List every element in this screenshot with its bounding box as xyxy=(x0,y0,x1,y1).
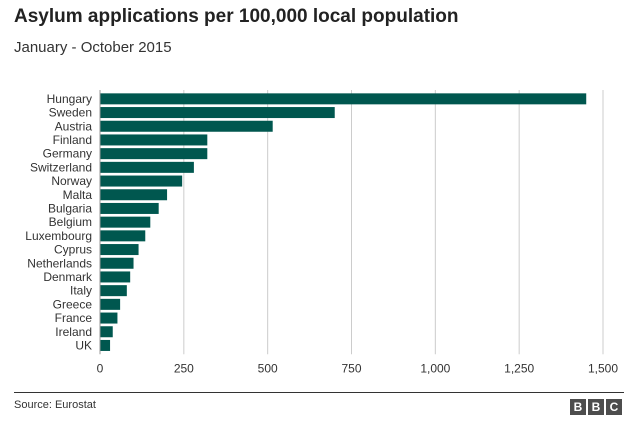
bar xyxy=(100,134,208,146)
bar xyxy=(100,285,127,297)
x-tick-label: 750 xyxy=(341,361,361,375)
bbc-logo-letter: B xyxy=(570,399,586,415)
x-tick-label: 1,000 xyxy=(420,361,450,375)
category-label: Bulgaria xyxy=(48,201,92,215)
chart-subtitle: January - October 2015 xyxy=(14,39,172,56)
bar xyxy=(100,298,121,310)
category-label: Netherlands xyxy=(27,256,92,270)
bbc-logo: B B C xyxy=(570,399,622,415)
category-label: Malta xyxy=(63,188,93,202)
category-label: UK xyxy=(75,338,92,352)
category-label: Belgium xyxy=(49,215,92,229)
category-label: Norway xyxy=(51,174,92,188)
bar xyxy=(100,271,131,283)
bar xyxy=(100,189,168,201)
category-label: Switzerland xyxy=(30,160,92,174)
category-label: Luxembourg xyxy=(25,229,92,243)
category-label: Greece xyxy=(53,297,93,311)
bar xyxy=(100,161,194,173)
bar xyxy=(100,107,335,119)
category-label: Italy xyxy=(70,284,92,298)
category-label: Germany xyxy=(43,147,92,161)
bar xyxy=(100,120,273,132)
category-label: Sweden xyxy=(49,106,92,120)
bar xyxy=(100,148,208,160)
x-tick-label: 250 xyxy=(174,361,194,375)
bar xyxy=(100,244,139,256)
x-tick-label: 1,250 xyxy=(504,361,534,375)
x-tick-label: 500 xyxy=(258,361,278,375)
bar xyxy=(100,175,183,187)
bar xyxy=(100,216,151,228)
source-note: Source: Eurostat xyxy=(14,399,96,411)
category-label: France xyxy=(55,311,93,325)
category-label: Cyprus xyxy=(54,243,92,257)
bbc-logo-letter: B xyxy=(588,399,604,415)
x-tick-label: 0 xyxy=(97,361,104,375)
chart-title: Asylum applications per 100,000 local po… xyxy=(14,6,459,27)
bar xyxy=(100,230,146,242)
bar xyxy=(100,339,111,351)
bbc-logo-letter: C xyxy=(606,399,622,415)
category-label: Austria xyxy=(55,119,93,133)
bar xyxy=(100,93,587,105)
bar xyxy=(100,312,118,324)
bar xyxy=(100,326,113,338)
bar xyxy=(100,202,159,214)
category-label: Finland xyxy=(53,133,92,147)
bar xyxy=(100,257,134,269)
category-label: Ireland xyxy=(55,325,92,339)
x-tick-label: 1,500 xyxy=(588,361,618,375)
category-label: Denmark xyxy=(43,270,93,284)
footer-divider xyxy=(14,392,624,393)
bar-chart: HungarySwedenAustriaFinlandGermanySwitze… xyxy=(25,90,618,375)
category-label: Hungary xyxy=(47,92,92,106)
